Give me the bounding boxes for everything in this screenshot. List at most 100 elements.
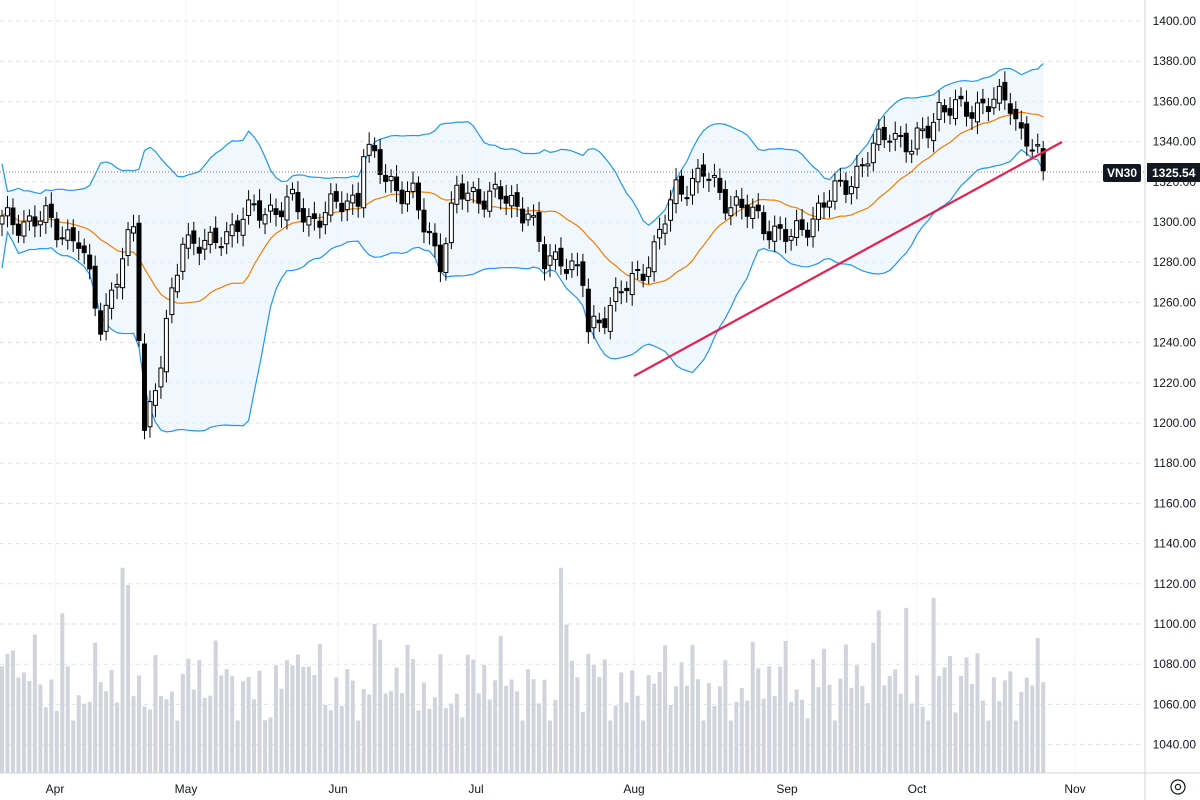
volume-bar <box>860 685 865 773</box>
candle-body <box>196 246 202 254</box>
candle-body <box>465 192 471 201</box>
candle-body <box>848 186 854 195</box>
volume-bar <box>82 703 87 773</box>
price-tick-label: 1360.00 <box>1153 94 1197 108</box>
volume-bar <box>558 567 563 773</box>
candle-body <box>289 188 295 195</box>
volume-bar <box>953 712 958 773</box>
volume-bar <box>312 674 317 773</box>
candle-body <box>262 214 268 225</box>
volume-bar <box>400 693 405 773</box>
candle-body <box>432 232 438 247</box>
candle-body <box>574 264 580 267</box>
volume-bar <box>805 718 810 773</box>
volume-bar <box>1035 638 1040 773</box>
candle-body <box>141 343 147 431</box>
volume-bar <box>542 679 547 773</box>
candle-body <box>109 289 115 309</box>
volume-bar <box>32 634 37 773</box>
candle-body <box>936 102 942 120</box>
volume-bar <box>904 607 909 773</box>
volume-bar <box>10 650 15 773</box>
volume-bar <box>1024 677 1029 773</box>
volume-bar <box>652 683 657 773</box>
candle-body <box>810 218 816 238</box>
volume-bar <box>257 670 262 773</box>
volume-bar <box>241 681 246 773</box>
volume-bar <box>109 669 114 773</box>
price-tick-label: 1140.00 <box>1154 537 1197 551</box>
candle-body <box>679 175 685 195</box>
volume-bar <box>646 675 651 773</box>
candle-body <box>163 317 169 373</box>
candle-body <box>700 164 706 177</box>
candle-body <box>1018 122 1024 129</box>
price-axis[interactable]: 1040.00 1060.00 1080.00 1100.00 1120.00 1140.… <box>1153 14 1197 752</box>
candle-body <box>317 220 323 228</box>
candle-body <box>953 99 959 119</box>
candle-body <box>120 258 126 289</box>
volume-bar <box>838 678 843 773</box>
candle-body <box>350 194 356 204</box>
volume-bar <box>926 720 931 773</box>
candle-body <box>821 202 827 208</box>
candle-body <box>613 287 619 302</box>
volume-bar <box>915 675 920 773</box>
volume-bar <box>169 691 174 773</box>
price-tick-label: 1040.00 <box>1153 738 1197 752</box>
candle-body <box>925 125 931 139</box>
volume-bar <box>246 676 251 773</box>
volume-bar <box>948 656 953 773</box>
settings-gear-icon[interactable] <box>1170 779 1186 795</box>
candle-body <box>240 218 246 236</box>
volume-bar <box>367 694 372 773</box>
volume-bar <box>811 659 816 773</box>
volume-bar <box>268 717 273 773</box>
time-axis[interactable]: Apr May Jun Jul Aug Sep Oct Nov <box>46 782 1086 796</box>
candle-body <box>755 204 761 212</box>
candle-body <box>958 95 964 100</box>
volume-bar <box>180 673 185 773</box>
candle-body <box>799 219 805 231</box>
volume-bar <box>175 720 180 773</box>
candle-body <box>547 255 553 266</box>
time-tick-label: Jul <box>468 782 483 796</box>
volume-bar <box>668 704 673 773</box>
candle-body <box>213 227 219 244</box>
candle-body <box>114 284 120 288</box>
candle-body <box>405 191 411 205</box>
candle-body <box>761 212 767 235</box>
volume-bar <box>685 685 689 773</box>
volume-bar <box>0 666 4 773</box>
candle-body <box>136 222 142 341</box>
volume-bar <box>723 660 728 773</box>
volume-bar <box>509 679 514 773</box>
volume-bar <box>60 613 65 773</box>
candle-body <box>942 105 948 113</box>
volume-bar <box>334 677 339 773</box>
volume-bar <box>126 584 131 773</box>
candle-body <box>558 247 564 267</box>
volume-bar <box>317 643 322 773</box>
volume-bar <box>147 709 152 773</box>
candle-body <box>421 209 427 233</box>
candle-body <box>816 202 822 220</box>
candle-body <box>76 242 82 249</box>
candle-body <box>859 164 865 167</box>
candle-body <box>169 287 175 316</box>
candle-body <box>98 310 104 335</box>
volume-bar <box>619 672 624 773</box>
candle-body <box>21 221 27 237</box>
volume-bar <box>767 666 772 773</box>
candle-body <box>969 112 975 119</box>
price-tick-label: 1080.00 <box>1153 657 1197 671</box>
volume-bar <box>756 668 761 773</box>
volume-bar <box>389 691 394 773</box>
candle-body <box>437 244 443 273</box>
candle-body <box>739 198 745 208</box>
volume-bar <box>959 675 963 773</box>
volume-bar <box>553 699 558 773</box>
volume-bar <box>65 666 70 773</box>
volume-bar <box>1030 685 1035 773</box>
